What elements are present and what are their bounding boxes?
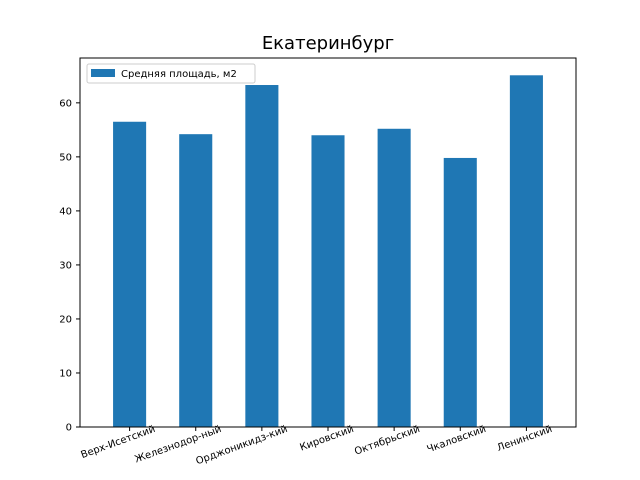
y-tick-label: 30 <box>59 260 72 271</box>
bar-6 <box>443 157 477 427</box>
axes-frame <box>79 57 577 428</box>
axes-border <box>79 57 577 428</box>
bar-3 <box>245 85 279 427</box>
x-tick-label: Чкаловский <box>426 424 488 456</box>
bar-7 <box>509 75 543 427</box>
bar-2 <box>179 134 213 427</box>
x-axis: Верх-ИсетскийЖелезнодор-ныйОрджоникидз-к… <box>80 424 554 467</box>
x-tick-label: Ленинский <box>496 424 554 454</box>
legend-box <box>86 63 256 84</box>
y-tick-label: 60 <box>59 98 72 109</box>
x-tick-label: Кировский <box>298 424 355 454</box>
y-tick-label: 20 <box>59 314 72 325</box>
legend-label: Средняя площадь, м2 <box>121 69 237 80</box>
bar-5 <box>377 128 411 427</box>
y-tick-label: 50 <box>59 152 72 163</box>
y-tick-label: 40 <box>59 206 72 217</box>
bar-4 <box>311 135 345 427</box>
y-axis: 0 10 20 30 40 50 60 <box>59 98 80 434</box>
x-tick-label: Октябрьский <box>353 424 421 458</box>
bar-1 <box>113 121 147 427</box>
y-tick-label: 10 <box>59 368 72 379</box>
y-tick-label: 0 <box>66 423 72 434</box>
chart-title: Екатеринбург <box>262 33 394 54</box>
plot-area <box>113 75 543 427</box>
legend: Средняя площадь, м2 <box>86 63 256 84</box>
legend-swatch <box>91 69 115 77</box>
